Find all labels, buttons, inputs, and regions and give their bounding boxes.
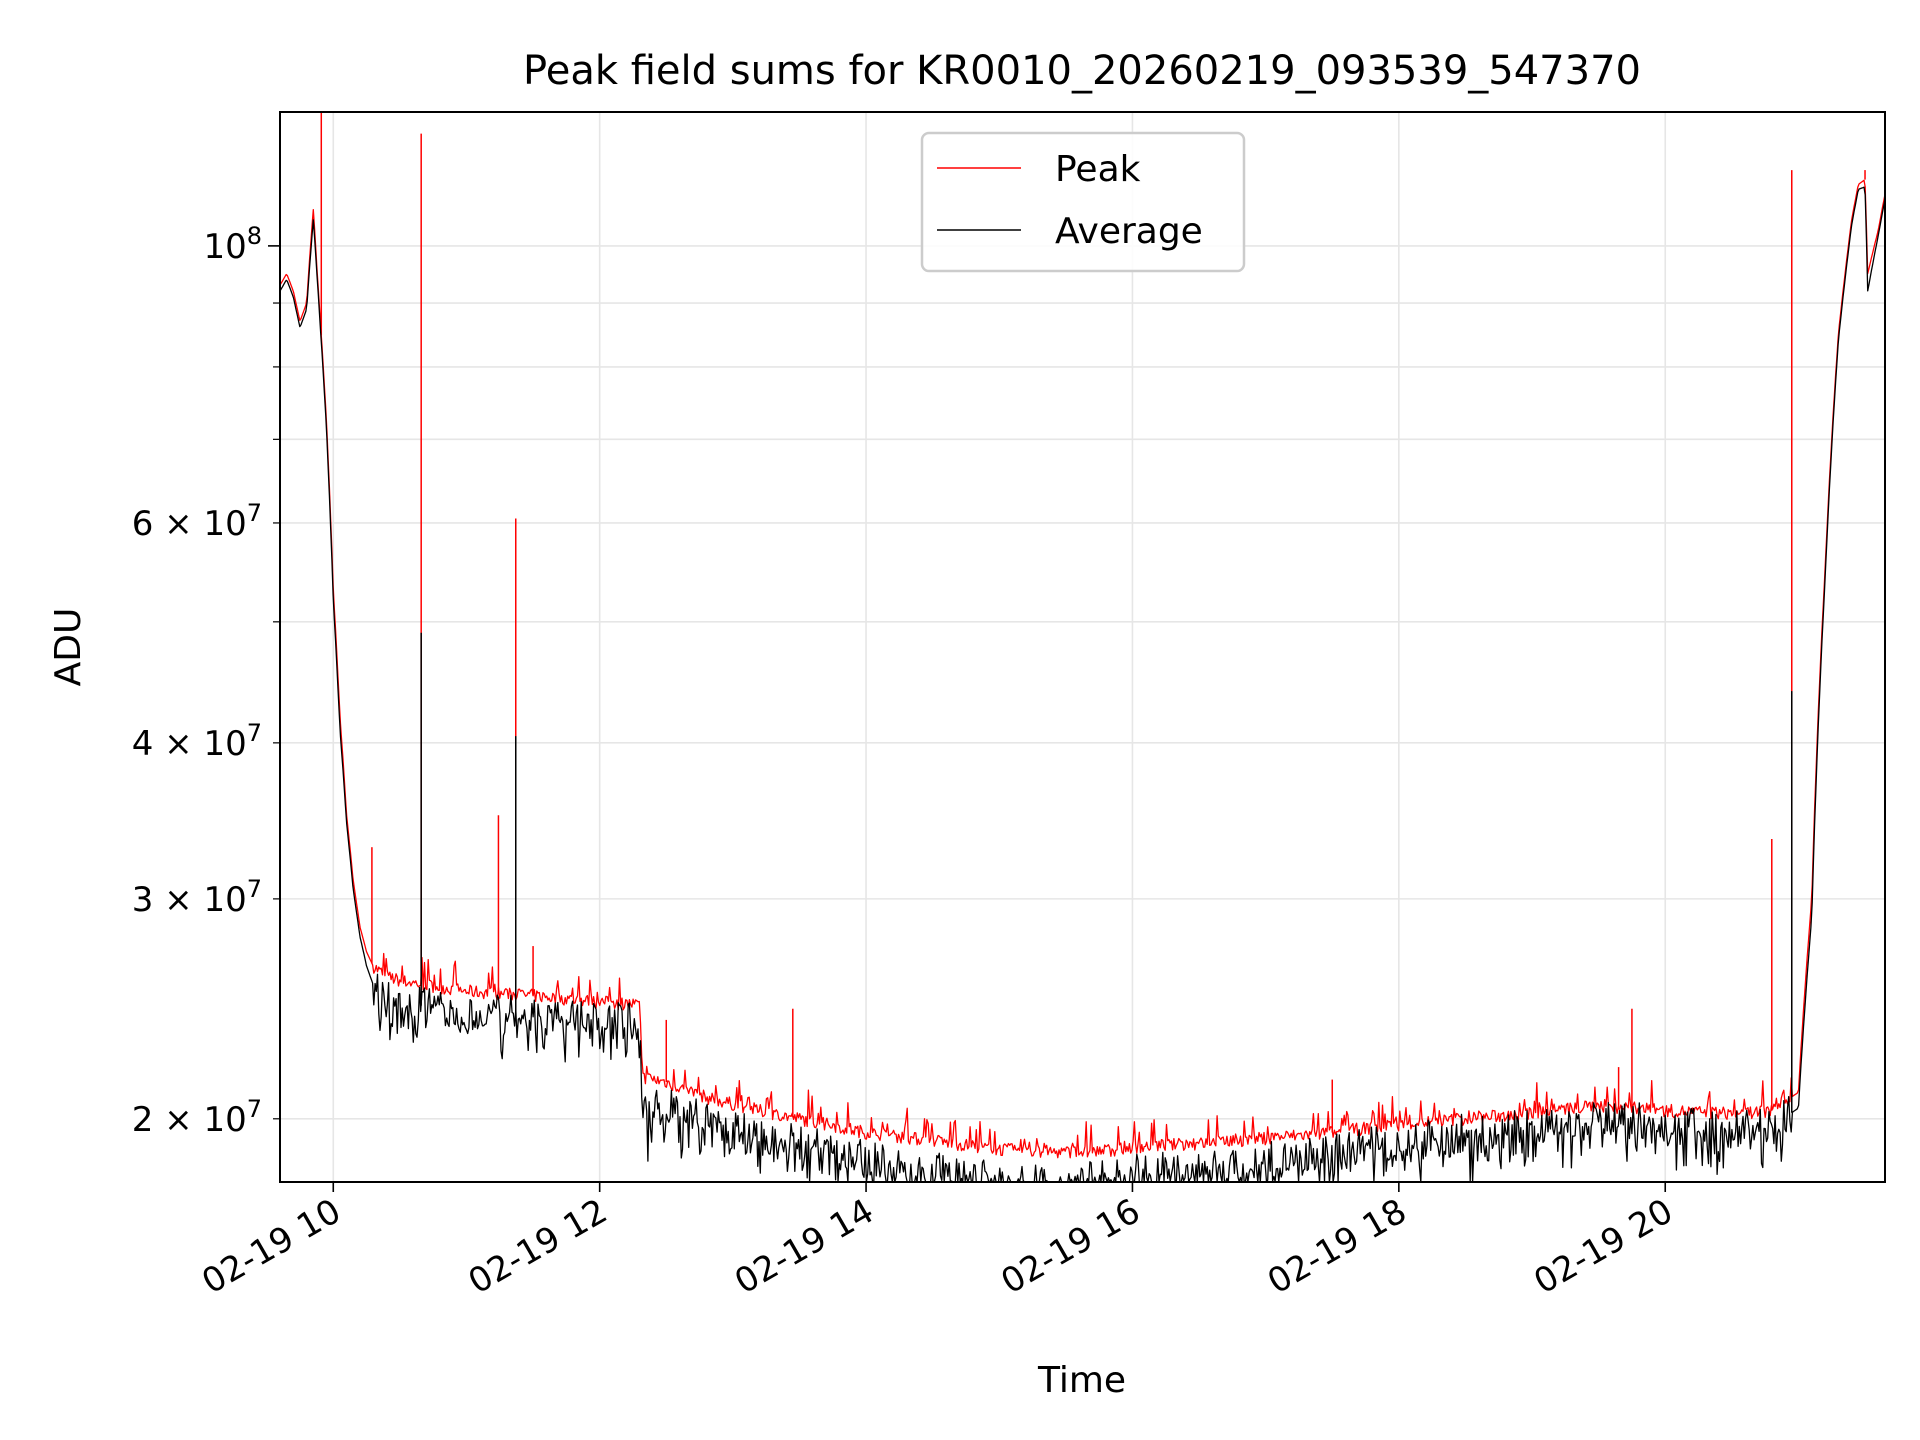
grid-lines	[280, 112, 1885, 1182]
chart-title: Peak field sums for KR0010_20260219_0935…	[523, 48, 1641, 94]
y-tick-label: 6 × 107	[132, 499, 262, 544]
series-lines	[279, 112, 1886, 1183]
y-tick-label: 2 × 107	[132, 1095, 262, 1140]
legend: Peak Average	[920, 131, 1246, 273]
series-average-line	[279, 186, 1886, 1183]
axes-frame	[279, 111, 1886, 1183]
legend-average-label: Average	[1055, 211, 1203, 252]
x-axis-label: Time	[1037, 1360, 1126, 1401]
series-peak-line	[279, 179, 1886, 1159]
legend-peak-label: Peak	[1055, 149, 1141, 190]
y-tick-label: 108	[203, 222, 262, 267]
y-tick-label: 4 × 107	[132, 719, 262, 764]
y-axis-label: ADU	[48, 608, 89, 687]
y-tick-label: 3 × 107	[132, 875, 262, 920]
